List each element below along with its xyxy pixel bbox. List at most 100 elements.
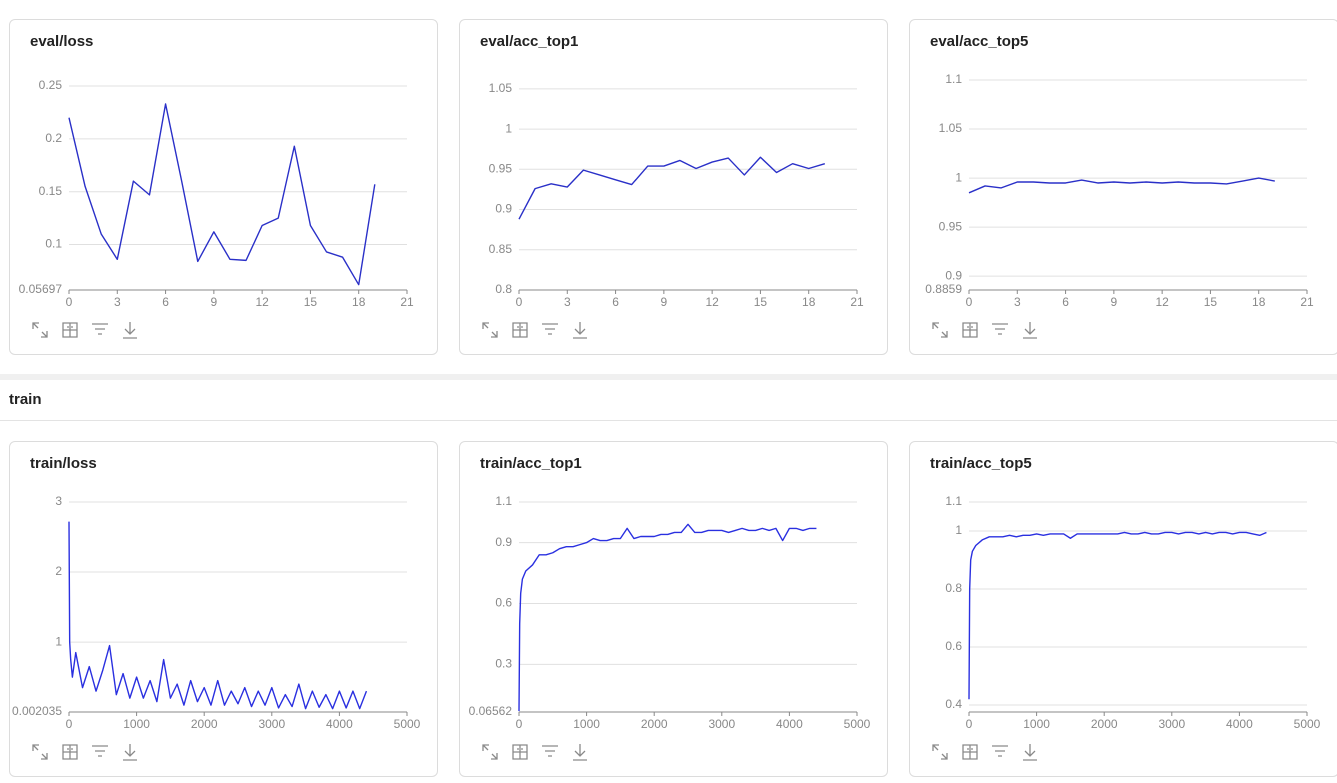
toolbar-icon[interactable] (962, 744, 978, 760)
x-tick-label: 0 (966, 295, 973, 309)
x-tick-label: 1000 (123, 717, 150, 731)
x-tick-label: 9 (1111, 295, 1118, 309)
chart: train/acc_top1 0.06562 0.3 0.6 0.9 1.1 0 1000 20… (469, 455, 871, 761)
toolbar-icon[interactable] (542, 745, 558, 757)
y-tick-label: 0.95 (489, 161, 513, 175)
toolbar-icon[interactable] (992, 745, 1008, 757)
icon-shape (512, 322, 528, 338)
section-title: train (9, 391, 42, 408)
toolbar-icon[interactable] (123, 744, 137, 761)
toolbar-icon[interactable] (573, 744, 587, 761)
x-tick-label: 0 (516, 295, 523, 309)
x-tick-label: 4000 (326, 717, 353, 731)
x-tick-label: 18 (802, 295, 816, 309)
y-tick-label: 0.3 (495, 657, 512, 671)
toolbar-icon[interactable] (932, 744, 948, 760)
y-tick-label: 1.1 (945, 494, 962, 508)
icon-shape (92, 323, 108, 335)
y-tick-label: 0.6 (495, 596, 512, 610)
toolbar-icon[interactable] (1023, 744, 1037, 761)
icon-shape (573, 744, 587, 761)
x-tick-label: 2000 (191, 717, 218, 731)
icon-shape (32, 744, 48, 760)
toolbar-icon[interactable] (92, 323, 108, 335)
toolbar-icon[interactable] (962, 322, 978, 338)
chart-card: train/loss 0.002035 1 2 3 0 1000 2000 3000 4000 50… (9, 441, 438, 777)
y-tick-label: 0.25 (39, 78, 63, 92)
data-line (968, 531, 1267, 700)
toolbar-icon[interactable] (92, 745, 108, 757)
icon-shape (1023, 322, 1037, 339)
y-tick-label: 1.05 (489, 81, 513, 95)
icon-shape (482, 744, 498, 760)
toolbar-icon[interactable] (932, 322, 948, 338)
x-tick-label: 1000 (1023, 717, 1050, 731)
chart: train/acc_top5 0.4 0.6 0.8 1 1.1 0 1000 2000 3000… (930, 455, 1321, 761)
x-tick-label: 6 (612, 295, 619, 309)
toolbar-icon[interactable] (573, 322, 587, 339)
toolbar-icon[interactable] (992, 323, 1008, 335)
icon-shape (992, 323, 1008, 335)
y-tick-label: 0.85 (489, 242, 513, 256)
toolbar-icon[interactable] (62, 322, 78, 338)
icon-shape (62, 322, 78, 338)
x-tick-label: 12 (705, 295, 719, 309)
icon-shape (932, 744, 948, 760)
toolbar-icon[interactable] (482, 322, 498, 338)
x-tick-label: 3000 (258, 717, 285, 731)
toolbar-icon[interactable] (542, 323, 558, 335)
icon-shape (482, 322, 498, 338)
toolbar-icon[interactable] (1023, 322, 1037, 339)
x-tick-label: 18 (352, 295, 366, 309)
data-line (68, 521, 368, 710)
x-tick-label: 0 (66, 295, 73, 309)
toolbar-icon[interactable] (512, 322, 528, 338)
y-tick-label: 1.1 (945, 72, 962, 86)
y-tick-label: 0.06562 (469, 704, 513, 718)
icon-shape (962, 744, 978, 760)
chart-title: train/loss (30, 455, 97, 472)
y-tick-label: 0.15 (39, 184, 63, 198)
x-tick-label: 2000 (1091, 717, 1118, 731)
y-tick-label: 0.9 (495, 535, 512, 549)
toolbar-icon[interactable] (62, 744, 78, 760)
x-tick-label: 5000 (844, 717, 871, 731)
x-tick-label: 0 (66, 717, 73, 731)
x-tick-label: 4000 (776, 717, 803, 731)
x-tick-label: 15 (304, 295, 318, 309)
data-line (518, 156, 826, 220)
chart-title: eval/acc_top5 (930, 33, 1028, 50)
icon-shape (1023, 744, 1037, 761)
x-tick-label: 12 (1155, 295, 1169, 309)
chart-title: eval/acc_top1 (480, 33, 578, 50)
data-line (518, 523, 817, 712)
y-tick-label: 0.6 (945, 639, 962, 653)
x-tick-label: 3 (564, 295, 571, 309)
toolbar-icon[interactable] (512, 744, 528, 760)
x-tick-label: 3000 (708, 717, 735, 731)
x-tick-label: 6 (162, 295, 169, 309)
y-tick-label: 1.1 (495, 494, 512, 508)
icon-shape (123, 322, 137, 339)
y-tick-label: 0.2 (45, 131, 62, 145)
x-tick-label: 21 (1300, 295, 1314, 309)
y-tick-label: 0.002035 (12, 704, 62, 718)
toolbar-icon[interactable] (123, 322, 137, 339)
y-tick-label: 0.9 (945, 268, 962, 282)
toolbar-icon[interactable] (32, 744, 48, 760)
x-tick-label: 0 (966, 717, 973, 731)
x-tick-label: 12 (255, 295, 269, 309)
x-tick-label: 21 (400, 295, 414, 309)
y-tick-label: 1 (505, 121, 512, 135)
x-tick-label: 3 (1014, 295, 1021, 309)
x-tick-label: 9 (211, 295, 218, 309)
x-tick-label: 3 (114, 295, 121, 309)
y-tick-label: 2 (55, 564, 62, 578)
section-divider (0, 374, 1337, 380)
toolbar-icon[interactable] (482, 744, 498, 760)
toolbar-icon[interactable] (32, 322, 48, 338)
section-rule (0, 420, 1337, 421)
x-tick-label: 3000 (1158, 717, 1185, 731)
chart-card: train/acc_top1 0.06562 0.3 0.6 0.9 1.1 0 1000 20… (459, 441, 888, 777)
